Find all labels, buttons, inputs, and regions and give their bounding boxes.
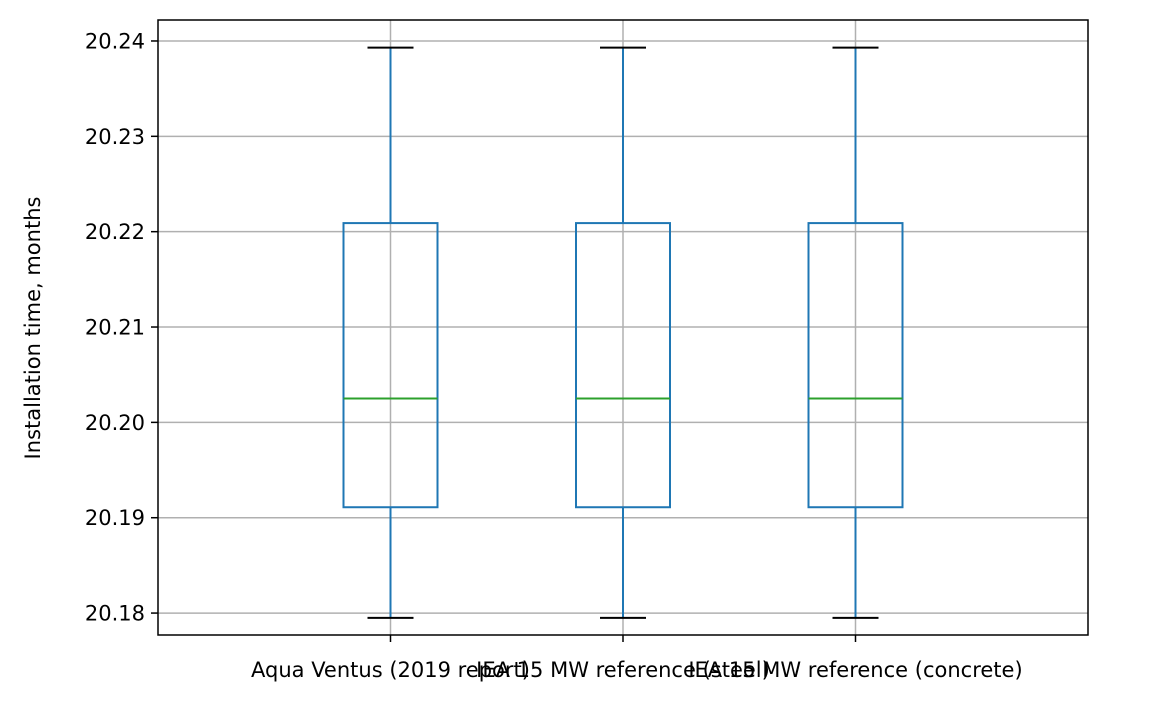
box-layer <box>342 46 904 619</box>
y-tick-label: 20.24 <box>85 29 145 53</box>
y-tick-label: 20.20 <box>85 411 145 435</box>
y-tick-label: 20.18 <box>85 602 145 626</box>
box-plot <box>807 46 904 619</box>
box-plot <box>342 46 439 619</box>
y-tick-label: 20.21 <box>85 316 145 340</box>
x-tick-label: IEA 15 MW reference (concrete) <box>688 658 1022 682</box>
y-axis-label: Installation time, months <box>21 197 45 460</box>
y-tick-label: 20.23 <box>85 125 145 149</box>
box-plot <box>575 46 671 619</box>
iqr-box <box>575 222 671 509</box>
iqr-box <box>807 222 904 509</box>
y-tick-label: 20.19 <box>85 506 145 530</box>
x-tick-label: IEA 15 MW reference (steel) <box>476 658 770 682</box>
y-tick-label: 20.22 <box>85 220 145 244</box>
tick-layer: 20.18 20.19 20.20 20.21 20.22 20.23 20.24 Aqua … <box>85 29 1023 682</box>
x-tick-label: Aqua Ventus (2019 report) <box>251 658 530 682</box>
iqr-box <box>342 222 439 509</box>
